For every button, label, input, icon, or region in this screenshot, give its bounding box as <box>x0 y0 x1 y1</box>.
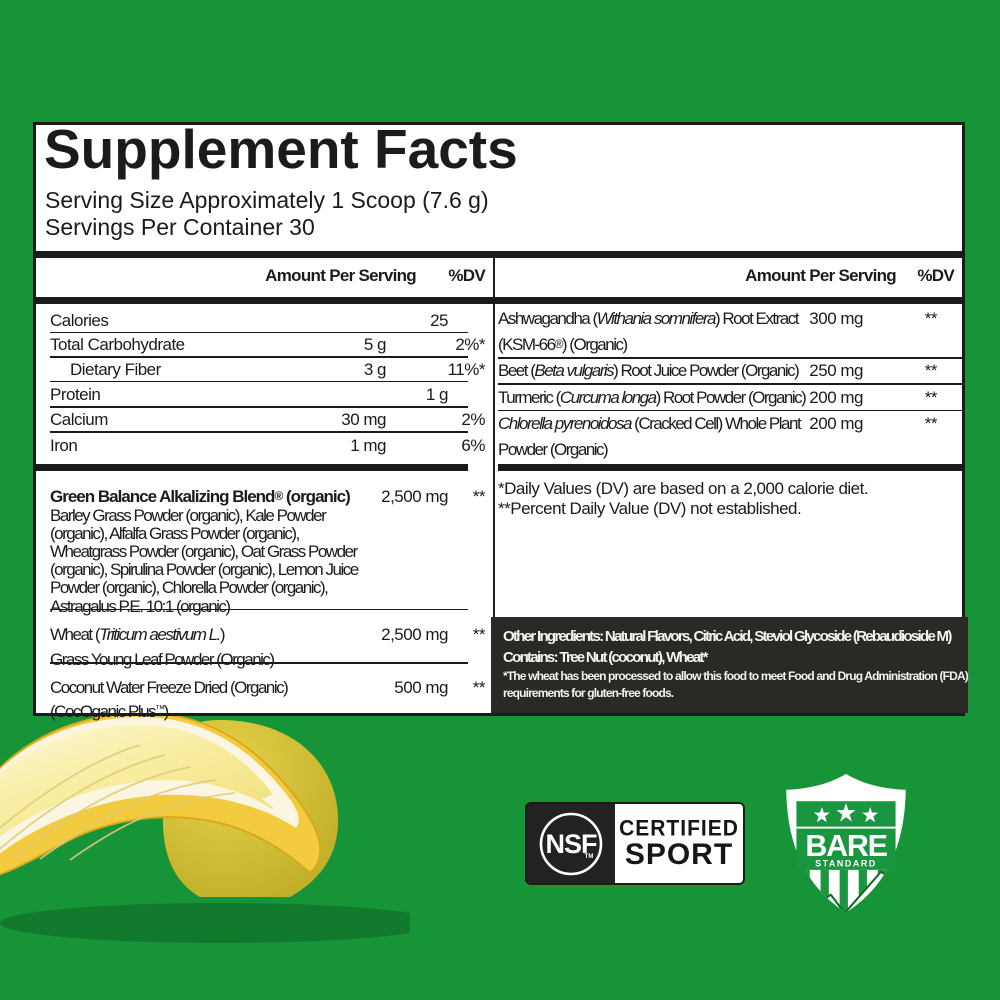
svg-text:STANDARD: STANDARD <box>815 859 877 869</box>
svg-text:TM: TM <box>585 854 594 860</box>
svg-text:BARE: BARE <box>805 829 887 863</box>
